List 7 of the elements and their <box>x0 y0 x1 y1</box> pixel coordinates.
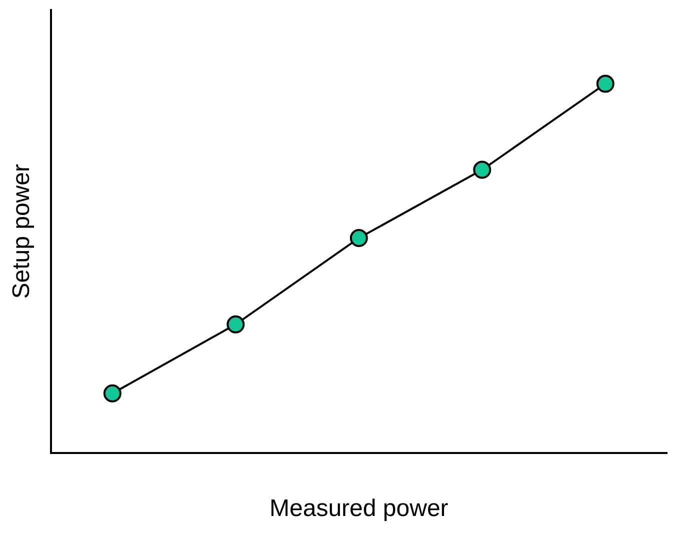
point <box>350 229 368 248</box>
point <box>226 315 245 334</box>
y-axis-title: Setup power <box>8 164 36 299</box>
point <box>103 384 122 402</box>
point <box>473 160 492 179</box>
x-axis-title: Measured power <box>270 495 448 522</box>
point <box>596 74 614 93</box>
